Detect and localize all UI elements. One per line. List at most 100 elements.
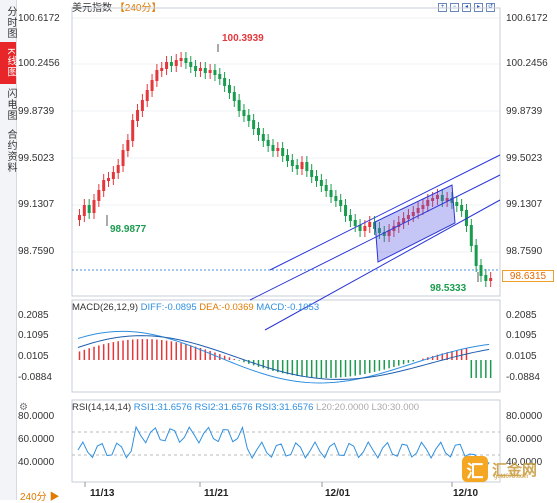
candle-body bbox=[329, 190, 333, 197]
rsi2-value: RSI2:31.6576 bbox=[194, 402, 253, 413]
candle-body bbox=[102, 180, 106, 191]
macd-value: MACD:-0.1053 bbox=[256, 302, 320, 313]
price-tick-left: 99.1307 bbox=[18, 199, 55, 210]
candle-body bbox=[368, 222, 372, 227]
candle-body bbox=[227, 85, 231, 93]
last-price-badge: 98.6315 bbox=[502, 270, 554, 282]
candle-body bbox=[92, 200, 96, 213]
tab-time-sharing[interactable]: 分时图 bbox=[5, 5, 16, 39]
trend-line bbox=[249, 174, 501, 301]
candle-body bbox=[223, 78, 227, 86]
date-label: 12/10 bbox=[453, 488, 479, 499]
candle-body bbox=[387, 230, 391, 236]
macd-diff: DIFF:-0.0895 bbox=[140, 302, 197, 313]
price-tick-right: 100.6172 bbox=[506, 13, 548, 24]
candle-body bbox=[295, 165, 299, 169]
candle-body bbox=[421, 205, 425, 209]
candle-body bbox=[397, 222, 401, 227]
brand-logo: 汇 汇金网 bbox=[462, 452, 554, 486]
candle-body bbox=[324, 185, 328, 191]
tab-flash-chart[interactable]: 闪电图 bbox=[5, 87, 16, 121]
macd-dea-line bbox=[77, 335, 490, 380]
candle-body bbox=[150, 80, 154, 91]
candle-body bbox=[169, 62, 173, 66]
candle-body bbox=[261, 134, 265, 141]
rsi-legend: RSI(14,14,14) RSI1:31.6576 RSI2:31.6576 … bbox=[72, 402, 419, 413]
rsi-tick-left: 40.0000 bbox=[18, 457, 55, 468]
candle-body bbox=[256, 128, 260, 135]
macd-tick-right: 0.1095 bbox=[506, 330, 537, 341]
candle-body bbox=[121, 150, 125, 166]
price-tick-left: 100.2456 bbox=[18, 58, 60, 69]
candle-body bbox=[160, 68, 164, 71]
sidebar: 分时图 K线图 闪电图 合约资料 bbox=[0, 0, 17, 500]
rsi-tick-right: 40.0000 bbox=[506, 457, 543, 468]
candle-body bbox=[213, 70, 217, 75]
pane-border bbox=[71, 399, 501, 483]
tab-contract-info[interactable]: 合约资料 bbox=[5, 129, 16, 173]
low-annotation: 98.9877 bbox=[110, 224, 147, 235]
high-annotation: 100.3939 bbox=[222, 33, 264, 44]
candle-body bbox=[281, 148, 285, 156]
candle-body bbox=[126, 140, 130, 151]
candle-body bbox=[189, 62, 193, 67]
candle-body bbox=[131, 120, 135, 141]
candle-body bbox=[426, 200, 430, 206]
logo-mark: 汇 bbox=[462, 456, 488, 482]
candle-body bbox=[489, 278, 493, 281]
candle-body bbox=[406, 215, 410, 219]
macd-tick-left: -0.0884 bbox=[18, 372, 52, 383]
candle-body bbox=[377, 228, 381, 233]
rsi-line bbox=[77, 425, 490, 471]
macd-tick-right: -0.0884 bbox=[506, 372, 540, 383]
candle-body bbox=[315, 176, 319, 181]
candle-body bbox=[276, 148, 280, 151]
candle-body bbox=[411, 212, 415, 216]
settings-icon[interactable]: ⚙ bbox=[19, 402, 28, 413]
candle-body bbox=[358, 225, 362, 231]
candle-body bbox=[82, 205, 86, 216]
candle-body bbox=[242, 110, 246, 116]
candle-body bbox=[266, 140, 270, 146]
price-tick-left: 98.7590 bbox=[18, 246, 55, 257]
candle-body bbox=[431, 198, 435, 201]
macd-dea: DEA:-0.0369 bbox=[199, 302, 254, 313]
candle-body bbox=[232, 92, 236, 101]
tab-kline[interactable]: K线图 bbox=[0, 42, 16, 84]
candle-body bbox=[165, 62, 169, 69]
candle-body bbox=[237, 100, 241, 111]
candle-body bbox=[198, 68, 202, 71]
rsi1-value: RSI1:31.6576 bbox=[133, 402, 192, 413]
candle-body bbox=[348, 215, 352, 221]
candle-body bbox=[247, 115, 251, 121]
candle-body bbox=[111, 172, 115, 179]
period-selector[interactable]: 240分 ▶ bbox=[20, 492, 60, 503]
pane-border bbox=[71, 7, 501, 297]
candle-body bbox=[87, 205, 91, 213]
candle-body bbox=[339, 200, 343, 206]
macd-title: MACD(26,12,9) bbox=[72, 302, 138, 313]
candle-body bbox=[469, 225, 473, 246]
candle-body bbox=[363, 226, 367, 231]
candle-body bbox=[271, 145, 275, 151]
date-label: 11/21 bbox=[204, 488, 229, 499]
candle-body bbox=[435, 195, 439, 199]
candle-body bbox=[300, 162, 304, 169]
candle-body bbox=[194, 66, 198, 71]
macd-tick-left: 0.1095 bbox=[18, 330, 49, 341]
macd-diff-line bbox=[77, 330, 490, 384]
candle-body bbox=[319, 180, 323, 186]
rsi-tick-left: 80.0000 bbox=[18, 411, 55, 422]
candle-body bbox=[290, 160, 294, 166]
pane-border bbox=[71, 299, 501, 393]
low-annotation: 98.5333 bbox=[430, 283, 467, 294]
candle-body bbox=[460, 205, 464, 211]
trend-line bbox=[264, 199, 501, 331]
macd-tick-left: 0.0105 bbox=[18, 351, 49, 362]
candle-body bbox=[484, 275, 488, 281]
candle-body bbox=[174, 60, 178, 66]
macd-tick-left: 0.2085 bbox=[18, 310, 49, 321]
candle-body bbox=[474, 245, 478, 266]
price-tick-right: 99.5023 bbox=[506, 153, 543, 164]
